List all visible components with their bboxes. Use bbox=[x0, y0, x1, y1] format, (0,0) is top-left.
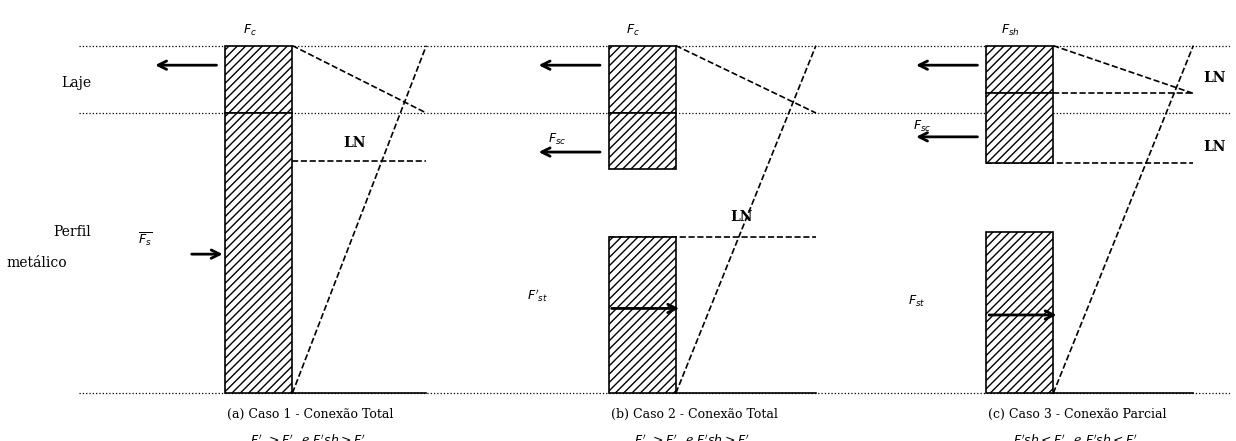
Text: $F'sh < F'_c$ e $F'sh < F'_s$: $F'sh < F'_c$ e $F'sh < F'_s$ bbox=[1012, 432, 1142, 441]
Bar bbox=[609, 45, 676, 113]
Text: (c) Caso 3 - Conexão Parcial: (c) Caso 3 - Conexão Parcial bbox=[989, 408, 1167, 421]
Text: LN: LN bbox=[344, 136, 366, 150]
Bar bbox=[609, 113, 676, 169]
Text: $F'_c > F'_c$ e $F'sh > F'_s$: $F'_c > F'_c$ e $F'sh > F'_s$ bbox=[250, 432, 371, 441]
Text: $F'_s > F'_c$ e $F'sh > F'_c$: $F'_s > F'_c$ e $F'sh > F'_c$ bbox=[634, 432, 754, 441]
Bar bbox=[609, 237, 676, 393]
Text: $F_{st}$: $F_{st}$ bbox=[908, 295, 926, 310]
Text: metálico: metálico bbox=[6, 256, 67, 270]
Text: (a) Caso 1 - Conexão Total: (a) Caso 1 - Conexão Total bbox=[227, 408, 394, 421]
Text: $F_c$: $F_c$ bbox=[242, 23, 257, 38]
Text: $\overline{F_s}$: $\overline{F_s}$ bbox=[138, 230, 152, 248]
Text: LN: LN bbox=[730, 210, 753, 224]
Bar bbox=[986, 232, 1053, 393]
Text: $F_{sc}$: $F_{sc}$ bbox=[548, 131, 566, 146]
Text: Laje: Laje bbox=[62, 75, 91, 90]
Text: $F'_{st}$: $F'_{st}$ bbox=[527, 287, 548, 304]
Bar bbox=[986, 93, 1053, 163]
Text: LN: LN bbox=[1203, 140, 1226, 154]
Text: Perfil: Perfil bbox=[53, 225, 91, 239]
Text: $F_{sc}$: $F_{sc}$ bbox=[913, 119, 932, 134]
Text: $F_{sh}$: $F_{sh}$ bbox=[1001, 23, 1020, 38]
Bar bbox=[225, 45, 293, 113]
Text: $F_c$: $F_c$ bbox=[627, 23, 640, 38]
Text: LN: LN bbox=[1203, 71, 1226, 85]
Text: (b) Caso 2 - Conexão Total: (b) Caso 2 - Conexão Total bbox=[611, 408, 777, 421]
Bar bbox=[986, 45, 1053, 93]
Bar bbox=[225, 113, 293, 393]
